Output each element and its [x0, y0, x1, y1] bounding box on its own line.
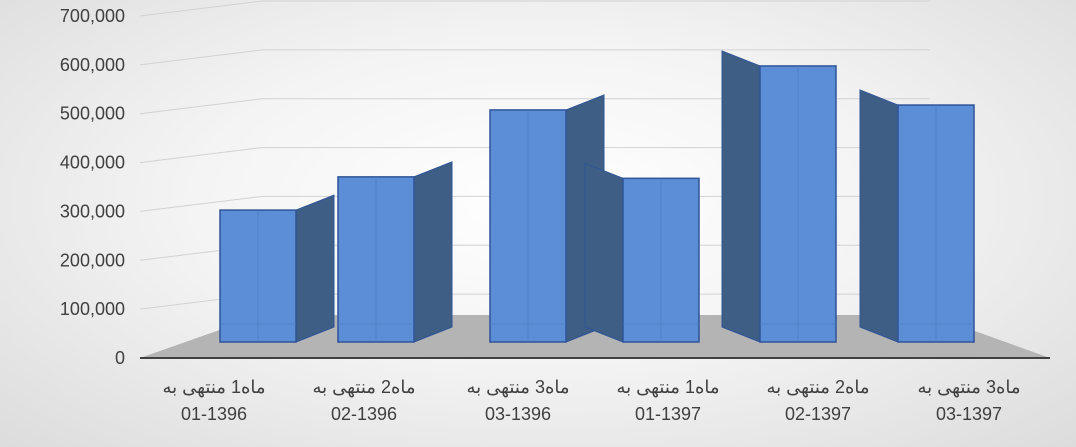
y-axis-ticks: 0 100,000 200,000 300,000 400,000 500,000 600,… [60, 6, 125, 368]
bar-side-face [413, 161, 453, 343]
y-tick-label: 500,000 [60, 104, 125, 124]
x-axis-ticks: ماه1 منتهی به 01-1396 ماه2 منتهی به 02-1396… [162, 377, 1020, 424]
bar-side-face [859, 89, 899, 343]
gridline [139, 195, 930, 212]
y-tick-label: 0 [115, 348, 125, 368]
gridline [139, 147, 930, 164]
y-tick-label: 600,000 [60, 55, 125, 75]
gridline [139, 49, 930, 66]
y-tick-label: 700,000 [60, 6, 125, 26]
gridline [139, 0, 930, 17]
bar-side-face [295, 194, 335, 343]
y-tick-label: 300,000 [60, 201, 125, 221]
bar [337, 161, 453, 343]
gridlines [139, 0, 930, 310]
bar-side-face [721, 50, 761, 343]
x-tick-label-line2: 03-1396 [485, 404, 551, 424]
x-tick-label-line1: ماه3 منتهی به [917, 377, 1020, 398]
x-tick-label-line1: ماه1 منتهی به [162, 377, 265, 398]
bars [219, 50, 975, 343]
x-tick-label-line2: 03-1397 [936, 404, 1002, 424]
x-tick-label-line2: 01-1396 [181, 404, 247, 424]
x-tick-label-line1: ماه2 منتهی به [312, 377, 415, 398]
y-tick-label: 200,000 [60, 250, 125, 270]
bar [721, 50, 837, 343]
y-tick-label: 400,000 [60, 153, 125, 173]
bar [219, 194, 335, 343]
x-tick-label-line2: 01-1397 [635, 404, 701, 424]
bar [584, 162, 700, 343]
x-tick-label-line2: 02-1396 [331, 404, 397, 424]
x-tick-label-line2: 02-1397 [785, 404, 851, 424]
bar [859, 89, 975, 343]
x-tick-label-line1: ماه1 منتهی به [616, 377, 719, 398]
y-tick-label: 100,000 [60, 299, 125, 319]
gridline [139, 98, 930, 115]
x-tick-label-line1: ماه2 منتهی به [766, 377, 869, 398]
bar-side-face [584, 162, 624, 343]
x-tick-label-line1: ماه3 منتهی به [466, 377, 569, 398]
